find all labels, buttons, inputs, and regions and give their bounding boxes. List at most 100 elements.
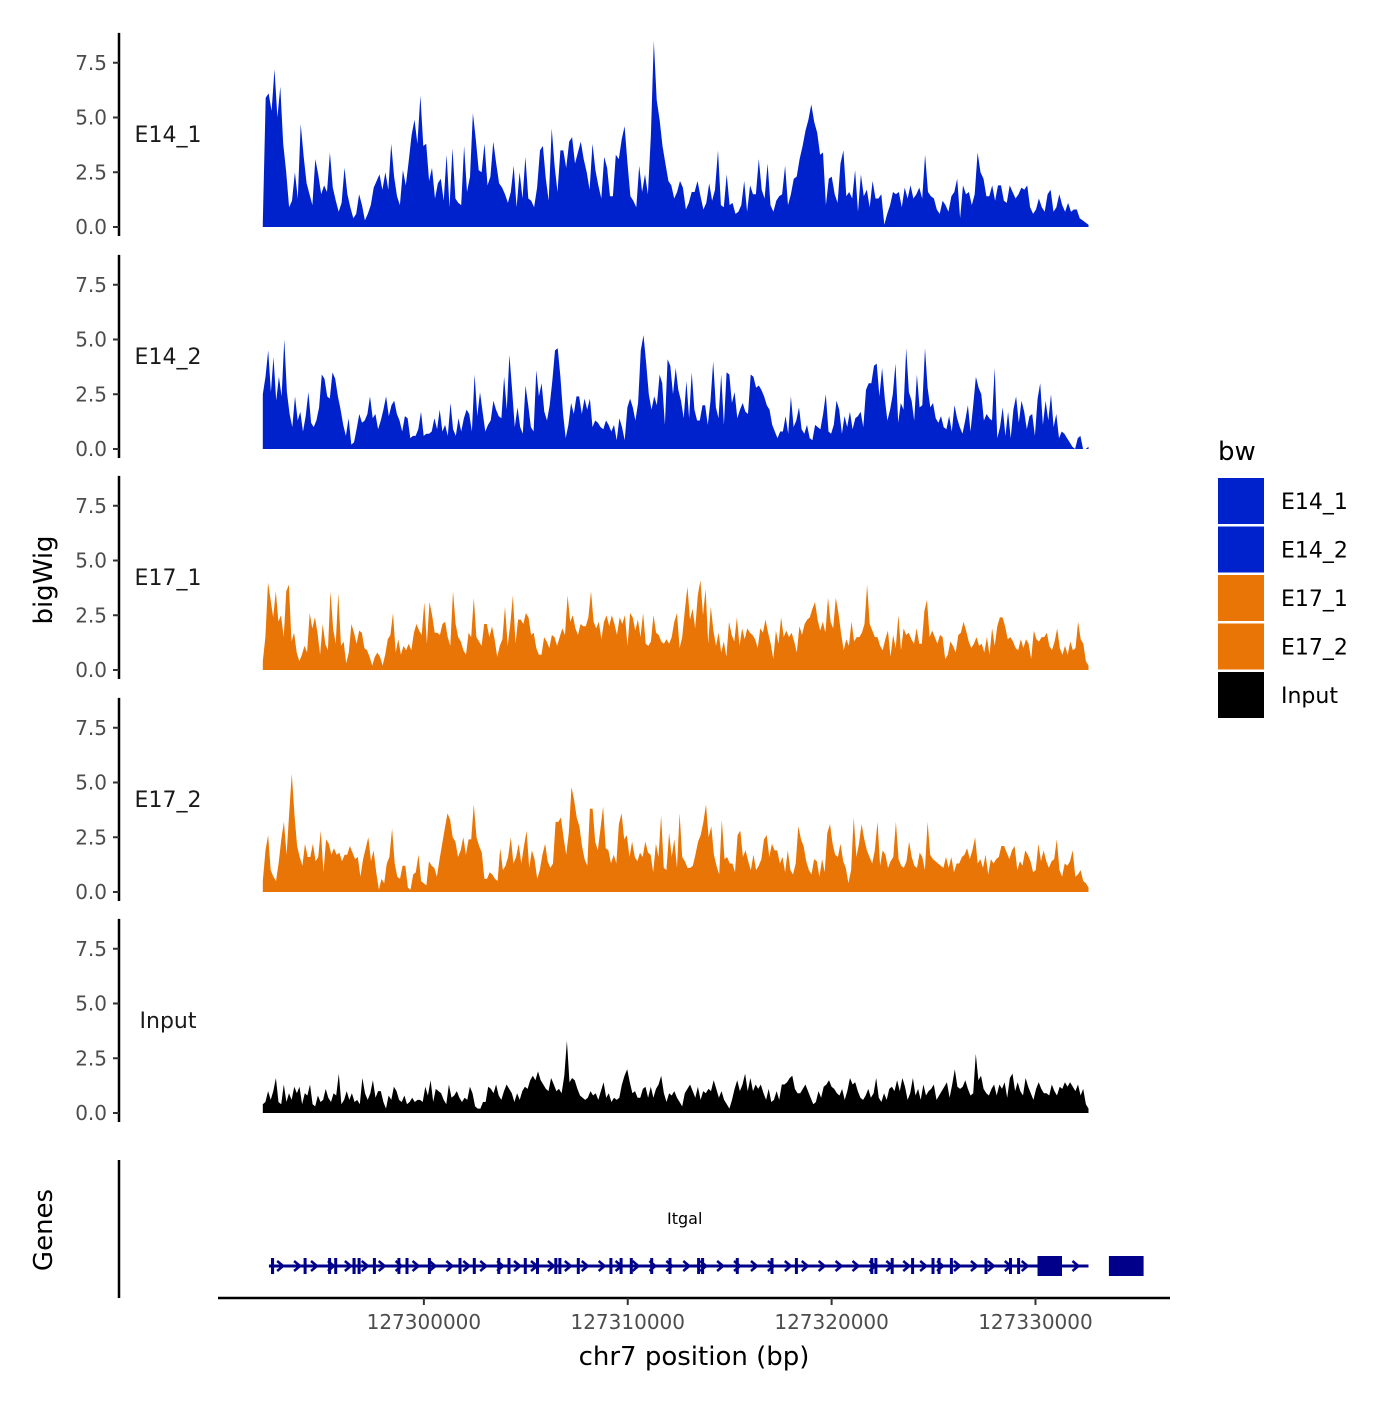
exon (937, 1258, 941, 1274)
strand-arrow (597, 1260, 607, 1272)
panel-Input: 0.0 2.5 5.0 7.5 Input (75, 918, 1089, 1125)
y-tick-label: 7.5 (75, 716, 107, 740)
exon (405, 1258, 409, 1274)
exon (770, 1258, 774, 1274)
exon (931, 1258, 935, 1274)
exon (271, 1258, 275, 1274)
strand-arrow (817, 1260, 827, 1272)
legend-label-Input: Input (1281, 684, 1338, 709)
strip-label-Input: Input (140, 1009, 197, 1034)
strip-label-E14_1: E14_1 (135, 123, 202, 148)
strand-arrow (716, 1260, 726, 1272)
panel-E14_1: 0.0 2.5 5.0 7.5 E14_1 (75, 32, 1089, 239)
area-E14_1 (262, 40, 1089, 228)
y-tick-label: 7.5 (75, 51, 107, 75)
strand-arrow (783, 1260, 793, 1272)
legend-swatch-E17_1 (1218, 575, 1264, 621)
signal-panels: 0.0 2.5 5.0 7.5 E14_1 0.0 2.5 5.0 7.5 E14_2 0.0 2.5… (75, 32, 1089, 1125)
strand-arrow (953, 1260, 962, 1272)
strand-arrow (682, 1260, 692, 1272)
strand-arrow (377, 1260, 387, 1272)
exon (397, 1258, 401, 1274)
legend-swatch-E14_1 (1218, 478, 1264, 524)
exon (697, 1258, 701, 1274)
exon (609, 1258, 613, 1274)
strip-label-E17_2: E17_2 (135, 788, 202, 813)
area-E17_1 (262, 580, 1089, 670)
y-tick-label: 0.0 (75, 437, 107, 461)
exon (352, 1258, 356, 1274)
exon (576, 1258, 580, 1274)
x-tick-label: 127300000 (367, 1310, 482, 1334)
exon (1017, 1258, 1021, 1274)
strand-arrow (310, 1260, 319, 1272)
legend-label-E14_2: E14_2 (1281, 539, 1348, 564)
area-E17_2 (262, 773, 1089, 892)
strand-arrow (564, 1260, 573, 1272)
y-tick-label: 0.0 (75, 880, 107, 904)
strand-arrow (580, 1260, 590, 1272)
legend-label-E17_2: E17_2 (1281, 636, 1348, 661)
panel-E14_2: 0.0 2.5 5.0 7.5 E14_2 (75, 254, 1089, 461)
x-tick-label: 127330000 (978, 1310, 1093, 1334)
legend-label-E17_1: E17_1 (1281, 587, 1348, 612)
panel-E17_1: 0.0 2.5 5.0 7.5 E17_1 (75, 475, 1089, 682)
exon (558, 1258, 562, 1274)
y-tick-label: 2.5 (75, 1046, 107, 1070)
exon (650, 1258, 654, 1274)
y-tick-label: 7.5 (75, 494, 107, 518)
y-tick-label: 0.0 (75, 658, 107, 682)
strand-arrow (276, 1260, 286, 1272)
strip-label-E14_2: E14_2 (135, 345, 202, 370)
y-tick-label: 5.0 (75, 992, 107, 1016)
exon (619, 1258, 623, 1274)
exon (735, 1258, 739, 1274)
strand-arrow (919, 1260, 929, 1272)
area-E14_2 (262, 335, 1089, 449)
strip-label-E17_1: E17_1 (135, 566, 202, 591)
strand-arrow (344, 1260, 353, 1272)
legend-swatch-Input (1218, 672, 1264, 718)
exon (372, 1258, 376, 1274)
exon (357, 1258, 361, 1274)
strand-arrow (445, 1260, 455, 1272)
exon (497, 1258, 501, 1274)
y-tick-label: 7.5 (75, 937, 107, 961)
exon (874, 1258, 878, 1274)
y-tick-label: 0.0 (75, 1101, 107, 1125)
legend-title: bw (1218, 437, 1256, 467)
strand-arrow (1020, 1260, 1030, 1272)
exon (1037, 1256, 1062, 1276)
x-tick-label: 127320000 (774, 1310, 889, 1334)
y-tick-label: 5.0 (75, 771, 107, 795)
y-tick-label: 2.5 (75, 825, 107, 849)
legend-swatch-E14_2 (1218, 526, 1264, 573)
exon (458, 1258, 462, 1274)
strand-arrow (902, 1260, 912, 1272)
strand-arrow (767, 1260, 776, 1272)
exon (536, 1258, 539, 1274)
x-axis: 127300000 127310000 127320000 127330000 (218, 1296, 1170, 1334)
strand-arrow (851, 1260, 861, 1272)
strand-arrow (1071, 1260, 1081, 1272)
exon (472, 1258, 476, 1274)
y-tick-label: 2.5 (75, 603, 107, 627)
exon (911, 1258, 915, 1274)
strand-arrow (360, 1260, 370, 1272)
gene-name-label: Itgal (667, 1209, 702, 1228)
strand-arrow (750, 1260, 759, 1272)
legend-swatch-E17_2 (1218, 623, 1264, 670)
x-axis-label: chr7 position (bp) (579, 1342, 810, 1372)
exon (1009, 1258, 1012, 1274)
y-tick-label: 5.0 (75, 328, 107, 352)
y-tick-label: 7.5 (75, 273, 107, 297)
area-Input (262, 1040, 1089, 1113)
strand-arrow (800, 1260, 810, 1272)
y-tick-label: 5.0 (75, 106, 107, 130)
y-tick-label: 2.5 (75, 160, 107, 184)
exon (328, 1258, 332, 1274)
exon (984, 1258, 988, 1274)
x-tick-label: 127310000 (570, 1310, 685, 1334)
strand-arrow (428, 1260, 438, 1272)
